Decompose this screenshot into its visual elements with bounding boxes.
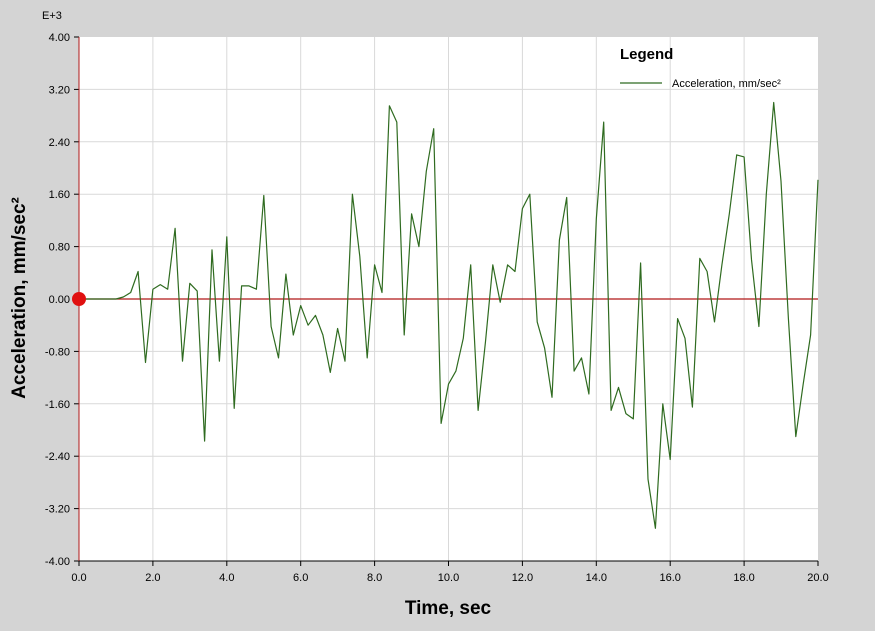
x-tick-label: 20.0 [807, 572, 828, 584]
y-axis-title: Acceleration, mm/sec² [9, 197, 30, 399]
series-layer [72, 101, 819, 529]
x-axis-title: Time, sec [405, 598, 492, 619]
y-tick-label: 0.00 [49, 294, 70, 306]
x-tick-label: 4.0 [219, 572, 234, 584]
y-tick-label: -4.00 [45, 556, 70, 568]
x-tick-label: 18.0 [733, 572, 754, 584]
y-tick-label: 0.80 [49, 242, 70, 254]
legend-title: Legend [620, 46, 673, 63]
x-tick-label: 8.0 [367, 572, 382, 584]
y-tick-label: -1.60 [45, 399, 70, 411]
y-tick-label: 1.60 [49, 189, 70, 201]
y-tick-label: -0.80 [45, 346, 70, 358]
series-line-acceleration [79, 101, 819, 529]
y-multiplier-label: E+3 [42, 10, 62, 22]
legend: Legend Acceleration, mm/sec² [620, 46, 781, 90]
tick-labels: 0.0 2.0 4.0 6.0 8.0 10.0 12.0 14.0 16.0 18.0 20.0 4… [45, 32, 829, 584]
y-tick-label: 4.00 [49, 32, 70, 44]
origin-marker[interactable] [72, 292, 86, 306]
y-tick-label: 3.20 [49, 84, 70, 96]
y-tick-label: -3.20 [45, 504, 70, 516]
x-tick-label: 6.0 [293, 572, 308, 584]
y-tick-label: -2.40 [45, 451, 70, 463]
x-tick-label: 10.0 [438, 572, 459, 584]
x-tick-label: 16.0 [659, 572, 680, 584]
x-tick-label: 14.0 [586, 572, 607, 584]
legend-entry-acceleration: Acceleration, mm/sec² [672, 78, 781, 90]
x-tick-label: 12.0 [512, 572, 533, 584]
x-tick-label: 2.0 [145, 572, 160, 584]
x-tick-label: 0.0 [71, 572, 86, 584]
y-tick-label: 2.40 [49, 137, 70, 149]
